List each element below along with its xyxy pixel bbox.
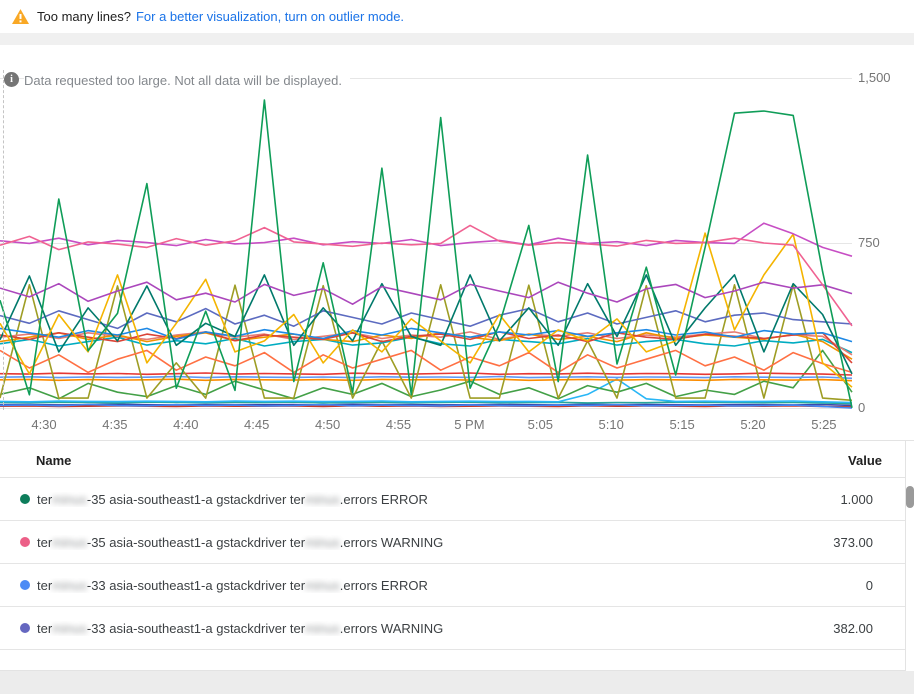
- series-name: terminus-35 asia-southeast1-a gstackdriv…: [37, 534, 444, 550]
- data-too-large-notice: Data requested too large. Not all data w…: [24, 73, 350, 88]
- redacted-text: minus: [305, 577, 340, 593]
- x-tick-label: 5:10: [598, 417, 624, 432]
- header-divider: [0, 477, 905, 478]
- x-tick-label: 4:50: [314, 417, 341, 432]
- legend-row[interactable]: terminus-33 asia-southeast1-a gstackdriv…: [0, 564, 905, 607]
- y-tick-label: 0: [858, 400, 866, 415]
- panel-separator-top: [0, 33, 914, 45]
- legend-row[interactable]: terminus-35 asia-southeast1-a gstackdriv…: [0, 521, 905, 564]
- x-tick-label: 5:05: [527, 417, 553, 432]
- chart-line[interactable]: [0, 232, 853, 388]
- series-color-dot: [20, 537, 30, 547]
- series-name: terminus-33 asia-southeast1-a gstackdriv…: [37, 577, 428, 593]
- series-color-dot: [20, 580, 30, 590]
- series-value: 382.00: [833, 620, 873, 636]
- legend-table-header: Name Value: [0, 441, 914, 478]
- series-name: terminus-33 asia-southeast1-a gstackdriv…: [37, 620, 444, 636]
- legend-scrollbar-thumb[interactable]: [906, 486, 914, 508]
- x-tick-label: 4:55: [385, 417, 412, 432]
- chart-line[interactable]: [0, 331, 853, 364]
- chart-table-divider: [0, 440, 914, 441]
- legend-empty-row: [0, 652, 905, 671]
- series-name: terminus-35 asia-southeast1-a gstackdriv…: [37, 491, 428, 507]
- x-tick-label: 4:40: [173, 417, 199, 432]
- x-tick-label: 5:20: [740, 417, 766, 432]
- x-tick-label: 5 PM: [454, 417, 485, 432]
- x-tick-label: 4:45: [244, 417, 270, 432]
- timeseries-chart[interactable]: [0, 78, 853, 410]
- chart-line[interactable]: [0, 99, 853, 408]
- chart-line[interactable]: [0, 372, 853, 376]
- chart-line[interactable]: [0, 401, 853, 405]
- x-axis-labels: 4:30 4:35 4:40 4:45 4:50 4:55 5 PM 5:05 5:10 5:15…: [0, 417, 914, 433]
- series-value: 1.000: [840, 491, 873, 507]
- chart-line[interactable]: [0, 284, 853, 402]
- chart-line[interactable]: [0, 224, 853, 327]
- y-tick-label: 1,500: [858, 70, 891, 85]
- chart-line[interactable]: [0, 375, 853, 380]
- redacted-text: minus: [52, 620, 87, 636]
- chart-line[interactable]: [0, 222, 853, 257]
- redacted-text: minus: [305, 534, 340, 550]
- y-tick-label: 750: [858, 235, 880, 250]
- redacted-text: minus: [305, 491, 340, 507]
- redacted-text: minus: [52, 491, 87, 507]
- banner-message: Too many lines?: [37, 9, 131, 24]
- redacted-text: minus: [52, 577, 87, 593]
- value-column-header: Value: [848, 453, 882, 468]
- panel-separator-bottom: [0, 671, 914, 694]
- too-many-lines-banner: Too many lines? For a better visualizati…: [0, 0, 914, 33]
- legend-row[interactable]: terminus-33 asia-southeast1-a gstackdriv…: [0, 607, 905, 650]
- table-right-border: [905, 440, 906, 672]
- chart-line[interactable]: [0, 274, 853, 375]
- series-value: 0: [865, 577, 873, 593]
- info-icon: i: [4, 72, 19, 87]
- chart-left-boundary-dashed-line: [3, 70, 4, 410]
- x-tick-label: 5:25: [811, 417, 837, 432]
- chart-line[interactable]: [0, 307, 853, 330]
- chart-line[interactable]: [0, 378, 853, 404]
- legend-row[interactable]: terminus-35 asia-southeast1-a gstackdriv…: [0, 478, 905, 521]
- legend-rows: terminus-35 asia-southeast1-a gstackdriv…: [0, 478, 905, 650]
- series-color-dot: [20, 494, 30, 504]
- chart-line[interactable]: [0, 349, 853, 374]
- x-tick-label: 4:30: [31, 417, 57, 432]
- chart-line[interactable]: [0, 349, 853, 400]
- warning-icon: [12, 9, 29, 24]
- redacted-text: minus: [305, 620, 340, 636]
- chart-line[interactable]: [0, 281, 853, 305]
- x-tick-label: 5:15: [669, 417, 695, 432]
- series-value: 373.00: [833, 534, 873, 550]
- series-color-dot: [20, 623, 30, 633]
- redacted-text: minus: [52, 534, 87, 550]
- name-column-header: Name: [36, 453, 72, 468]
- chart-line[interactable]: [0, 378, 853, 382]
- x-tick-label: 4:35: [102, 417, 128, 432]
- outlier-mode-link[interactable]: For a better visualization, turn on outl…: [135, 9, 405, 24]
- chart-line[interactable]: [0, 403, 853, 409]
